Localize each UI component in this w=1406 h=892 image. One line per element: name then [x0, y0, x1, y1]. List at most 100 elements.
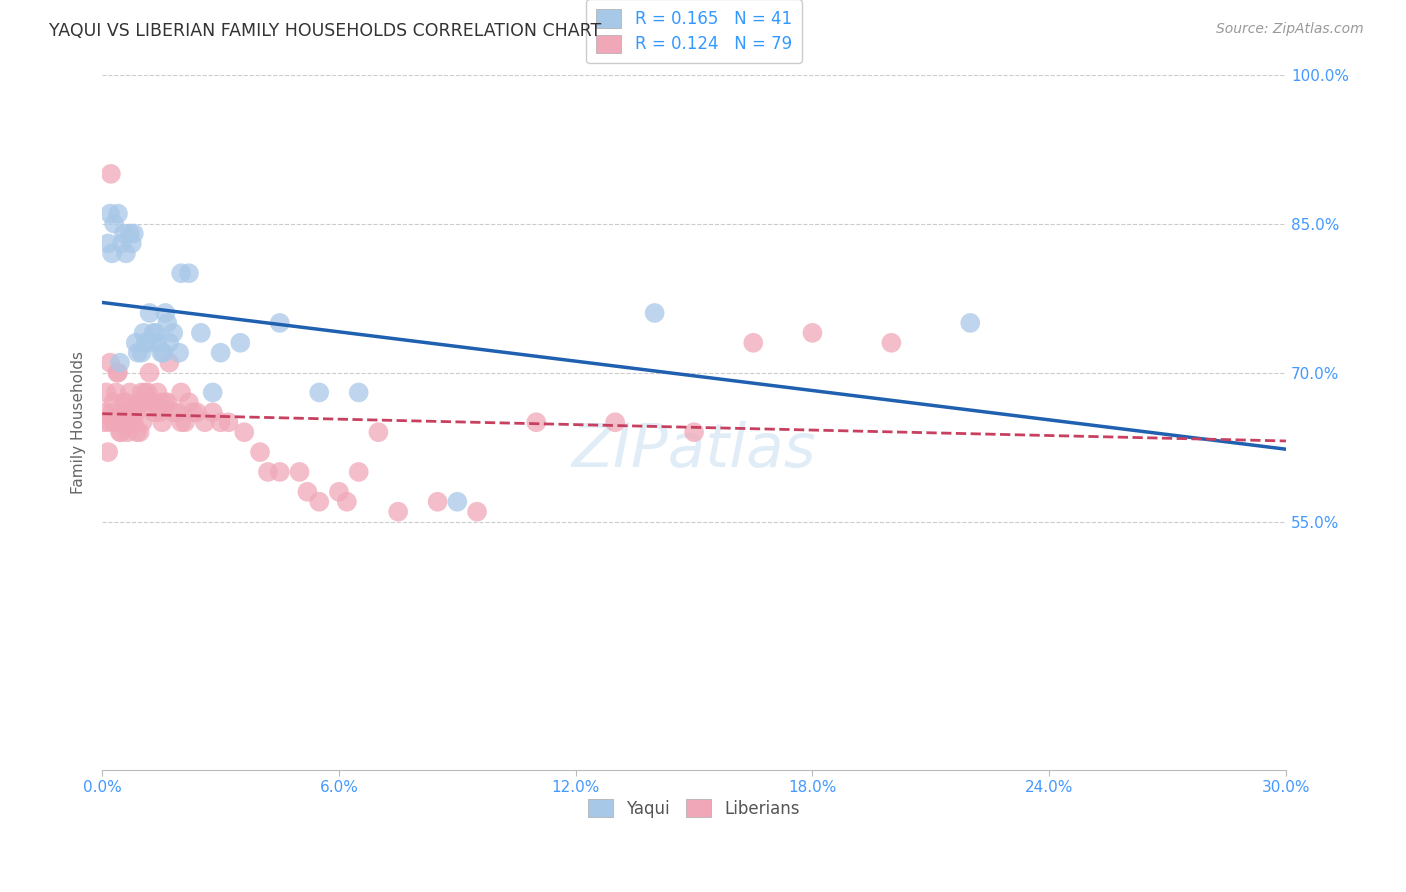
Point: [269, 465, 291, 479]
Point: [156, 395, 179, 409]
Point: [138, 366, 160, 380]
Point: [148, 405, 170, 419]
Point: [115, 395, 138, 409]
Point: [98, 206, 121, 220]
Point: [112, 395, 135, 409]
Point: [120, 415, 142, 429]
Point: [131, 345, 153, 359]
Point: [118, 415, 141, 429]
Point: [186, 405, 208, 419]
Point: [959, 316, 981, 330]
Point: [118, 227, 141, 241]
Point: [157, 335, 180, 350]
Point: [111, 405, 134, 419]
Point: [801, 326, 824, 340]
Text: ZIPatlas: ZIPatlas: [572, 420, 817, 480]
Point: [347, 385, 370, 400]
Point: [108, 356, 131, 370]
Point: [387, 505, 409, 519]
Point: [167, 345, 190, 359]
Point: [107, 206, 129, 220]
Point: [288, 465, 311, 479]
Point: [524, 415, 547, 429]
Point: [150, 415, 173, 429]
Point: [110, 425, 132, 440]
Point: [201, 405, 224, 419]
Point: [121, 236, 143, 251]
Point: [114, 405, 136, 419]
Point: [98, 415, 121, 429]
Point: [269, 316, 291, 330]
Point: [103, 217, 125, 231]
Point: [181, 405, 204, 419]
Point: [742, 335, 765, 350]
Point: [111, 415, 134, 429]
Point: [115, 246, 138, 260]
Point: [128, 425, 150, 440]
Point: [162, 405, 184, 419]
Point: [233, 425, 256, 440]
Point: [122, 227, 145, 241]
Point: [125, 425, 148, 440]
Point: [177, 266, 200, 280]
Point: [127, 395, 149, 409]
Point: [156, 316, 179, 330]
Point: [170, 415, 193, 429]
Point: [465, 505, 488, 519]
Point: [209, 415, 232, 429]
Point: [367, 425, 389, 440]
Point: [111, 236, 134, 251]
Point: [297, 484, 319, 499]
Point: [93, 415, 115, 429]
Point: [122, 405, 145, 419]
Point: [209, 345, 232, 359]
Point: [131, 385, 153, 400]
Point: [605, 415, 627, 429]
Point: [194, 415, 217, 429]
Point: [170, 266, 193, 280]
Y-axis label: Family Households: Family Households: [72, 351, 86, 494]
Point: [174, 415, 197, 429]
Point: [132, 326, 155, 340]
Point: [328, 484, 350, 499]
Point: [97, 236, 120, 251]
Point: [103, 395, 125, 409]
Point: [103, 415, 125, 429]
Point: [644, 306, 666, 320]
Point: [155, 306, 177, 320]
Point: [166, 405, 188, 419]
Point: [101, 405, 124, 419]
Point: [142, 405, 165, 419]
Point: [146, 335, 169, 350]
Point: [105, 385, 128, 400]
Point: [117, 425, 139, 440]
Point: [683, 425, 706, 440]
Point: [229, 335, 252, 350]
Point: [132, 395, 155, 409]
Point: [157, 356, 180, 370]
Point: [138, 306, 160, 320]
Point: [308, 385, 330, 400]
Point: [150, 395, 173, 409]
Point: [136, 385, 159, 400]
Point: [257, 465, 280, 479]
Text: YAQUI VS LIBERIAN FAMILY HOUSEHOLDS CORRELATION CHART: YAQUI VS LIBERIAN FAMILY HOUSEHOLDS CORR…: [49, 22, 602, 40]
Point: [135, 335, 157, 350]
Point: [146, 385, 169, 400]
Point: [100, 167, 122, 181]
Point: [108, 425, 131, 440]
Point: [150, 345, 173, 359]
Point: [347, 465, 370, 479]
Point: [118, 385, 141, 400]
Point: [308, 494, 330, 508]
Point: [136, 335, 159, 350]
Point: [131, 415, 153, 429]
Point: [127, 345, 149, 359]
Point: [880, 335, 903, 350]
Point: [98, 356, 121, 370]
Point: [170, 385, 193, 400]
Point: [125, 335, 148, 350]
Point: [177, 395, 200, 409]
Point: [112, 227, 135, 241]
Text: Source: ZipAtlas.com: Source: ZipAtlas.com: [1216, 22, 1364, 37]
